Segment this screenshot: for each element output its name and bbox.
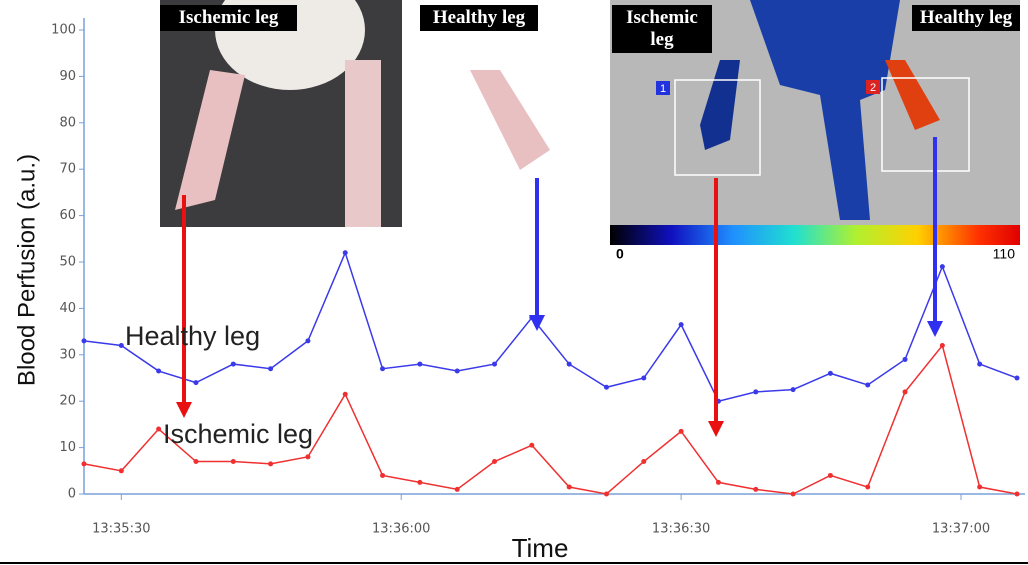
data-point: [454, 486, 460, 492]
data-point: [454, 368, 460, 374]
roi-label: 1: [660, 83, 666, 95]
x-tick-label: 13:36:30: [652, 522, 710, 537]
inset-label: Ischemic leg: [160, 5, 297, 31]
y-tick-label: 90: [59, 69, 76, 84]
x-tick-label: 13:36:00: [372, 522, 430, 537]
y-tick-label: 40: [59, 301, 76, 316]
series-line: [83, 250, 1018, 403]
y-tick-label: 70: [59, 162, 76, 177]
data-point: [417, 479, 423, 485]
y-tick-label: 20: [59, 394, 76, 409]
x-tick-label: 13:35:30: [92, 522, 150, 537]
data-point: [827, 370, 833, 376]
data-point: [81, 338, 87, 344]
data-point: [193, 380, 199, 386]
data-point: [81, 461, 87, 467]
data-point: [156, 368, 162, 374]
data-point: [1014, 491, 1020, 497]
photo-inset: [160, 0, 550, 227]
inset-label: Healthy leg: [420, 5, 538, 31]
series-label: Ischemic leg: [163, 419, 313, 449]
y-tick-label: 60: [59, 208, 76, 223]
series-line: [83, 343, 1018, 495]
data-point: [118, 343, 124, 349]
data-point: [603, 384, 609, 390]
data-point: [566, 484, 572, 490]
data-point: [156, 426, 162, 432]
data-point: [865, 382, 871, 388]
y-tick-label: 10: [59, 440, 76, 455]
data-point: [902, 389, 908, 395]
data-point: [939, 264, 945, 270]
data-point: [641, 375, 647, 381]
data-point: [492, 361, 498, 367]
y-axis-label: Blood Perfusion (a.u.): [13, 154, 40, 386]
data-point: [678, 322, 684, 328]
data-point: [268, 366, 274, 372]
data-point: [753, 389, 759, 395]
data-point: [715, 479, 721, 485]
data-point: [790, 387, 796, 393]
data-point: [939, 343, 945, 349]
inset-label: Ischemic leg: [612, 5, 712, 53]
scale-label: 0: [616, 246, 624, 262]
data-point: [305, 454, 311, 460]
data-point: [1014, 375, 1020, 381]
y-tick-label: 50: [59, 255, 76, 270]
data-point: [902, 356, 908, 362]
data-point: [678, 428, 684, 434]
data-point: [380, 472, 386, 478]
y-tick-label: 100: [51, 23, 76, 38]
data-point: [603, 491, 609, 497]
y-tick-label: 30: [59, 347, 76, 362]
data-point: [977, 361, 983, 367]
roi-label: 2: [870, 82, 876, 94]
arrows: [176, 137, 943, 437]
data-point: [342, 391, 348, 397]
data-point: [380, 366, 386, 372]
x-tick-label: 13:37:00: [932, 522, 990, 537]
y-tick-label: 80: [59, 115, 76, 130]
scale-label: 110: [993, 246, 1016, 262]
data-point: [790, 491, 796, 497]
data-point: [566, 361, 572, 367]
data-point: [977, 484, 983, 490]
data-point: [230, 361, 236, 367]
data-point: [865, 484, 871, 490]
data-point: [118, 468, 124, 474]
data-point: [827, 472, 833, 478]
data-point: [342, 250, 348, 256]
data-point: [529, 442, 535, 448]
data-point: [193, 459, 199, 465]
data-point: [305, 338, 311, 344]
inset-label: Healthy leg: [912, 5, 1020, 31]
data-point: [268, 461, 274, 467]
series-label: Healthy leg: [125, 321, 260, 351]
data-point: [417, 361, 423, 367]
x-axis-label: Time: [512, 533, 569, 563]
data-point: [230, 459, 236, 465]
data-point: [641, 459, 647, 465]
data-point: [492, 459, 498, 465]
data-point: [753, 486, 759, 492]
y-tick-label: 0: [68, 487, 76, 502]
